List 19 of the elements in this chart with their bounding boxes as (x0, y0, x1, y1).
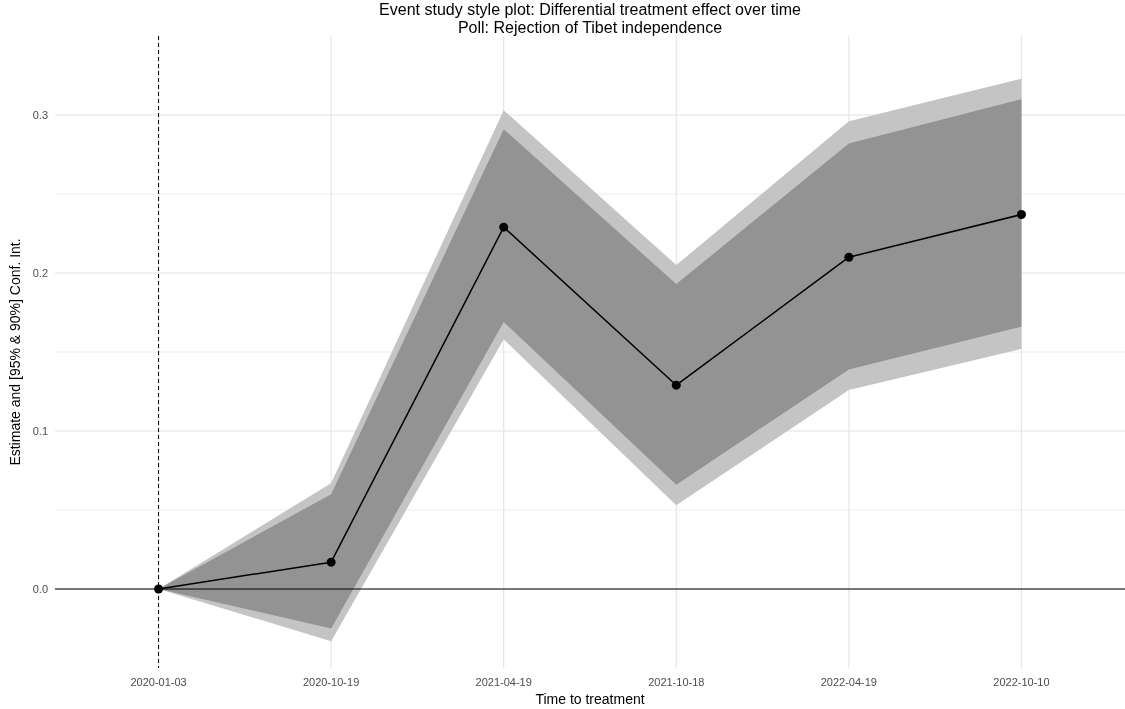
x-tick-label: 2020-01-03 (130, 676, 187, 688)
y-tick-label: 0.0 (32, 582, 48, 595)
chart-title: Event study style plot: Differential treatment effect over time (379, 1, 802, 18)
y-tick-label: 0.3 (32, 108, 48, 121)
point (844, 252, 854, 262)
point (671, 380, 681, 390)
x-tick-label: 2022-04-19 (820, 676, 878, 688)
y-tick-label: 0.2 (32, 266, 48, 279)
x-tick-label: 2020-10-19 (302, 676, 360, 688)
point (1016, 210, 1026, 220)
y-tick-label: 0.1 (32, 424, 48, 437)
chart-subtitle: Poll: Rejection of Tibet independence (457, 19, 723, 36)
x-tick-label: 2022-10-10 (993, 676, 1050, 688)
x-tick-label: 2021-10-18 (648, 676, 705, 688)
x-axis-title: Time to treatment (535, 691, 645, 707)
x-tick-label: 2021-04-19 (475, 676, 532, 688)
point (499, 222, 509, 232)
y-axis-title: Estimate and [95% & 90%] Conf. Int. (7, 238, 23, 466)
point (326, 557, 336, 567)
